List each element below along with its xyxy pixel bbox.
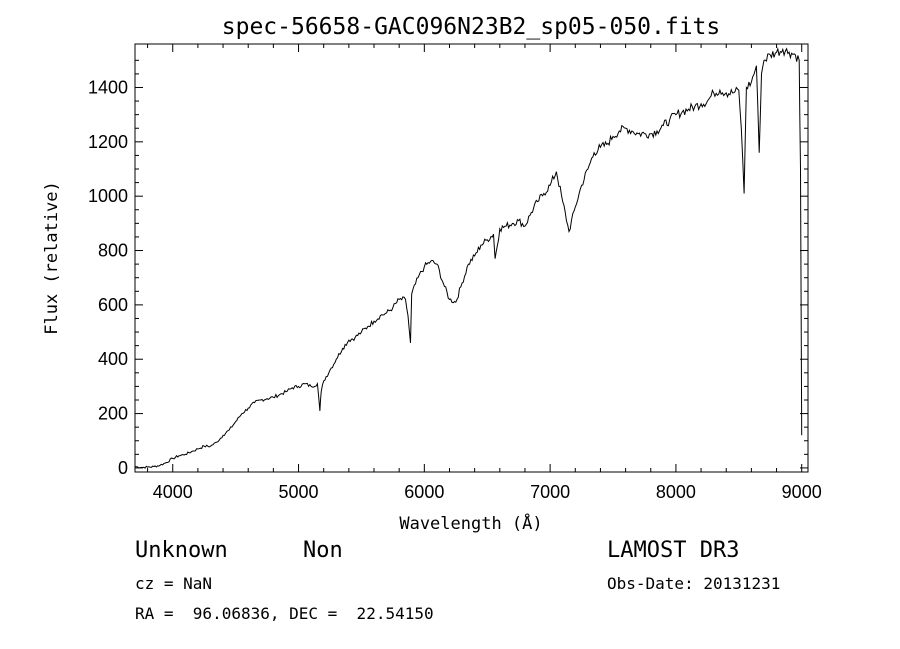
y-tick-label: 400: [98, 349, 128, 369]
y-tick-label: 200: [98, 404, 128, 424]
x-tick-label: 7000: [530, 482, 570, 502]
redshift-cz: cz = NaN: [135, 574, 213, 593]
spectrum-line: [135, 47, 803, 469]
object-subclass: Non: [303, 538, 343, 563]
y-axis-label: Flux (relative): [42, 181, 62, 335]
x-tick-label: 4000: [153, 482, 193, 502]
y-tick-label: 1000: [88, 186, 128, 206]
plot-area: [135, 47, 803, 469]
chart-title: spec-56658-GAC096N23B2_sp05-050.fits: [222, 14, 721, 40]
object-class: Unknown: [135, 538, 228, 563]
x-tick-label: 5000: [279, 482, 319, 502]
plot-frame: [134, 43, 809, 473]
y-tick-label: 1200: [88, 132, 128, 152]
survey-name: LAMOST DR3: [607, 538, 740, 563]
y-tick-label: 800: [98, 241, 128, 261]
x-tick-label: 6000: [404, 482, 444, 502]
observation-date: Obs-Date: 20131231: [607, 574, 781, 593]
axis-ticks: 4000 5000 6000 7000 8000 9000 0 200 400 600 800 100…: [88, 44, 822, 502]
y-tick-label: 0: [118, 458, 128, 478]
y-tick-label: 600: [98, 295, 128, 315]
sky-coordinates: RA = 96.06836, DEC = 22.54150: [135, 604, 434, 623]
x-tick-label: 8000: [656, 482, 696, 502]
y-tick-label: 1400: [88, 77, 128, 97]
x-tick-label: 9000: [782, 482, 822, 502]
x-axis-label: Wavelength (Å): [399, 512, 542, 534]
